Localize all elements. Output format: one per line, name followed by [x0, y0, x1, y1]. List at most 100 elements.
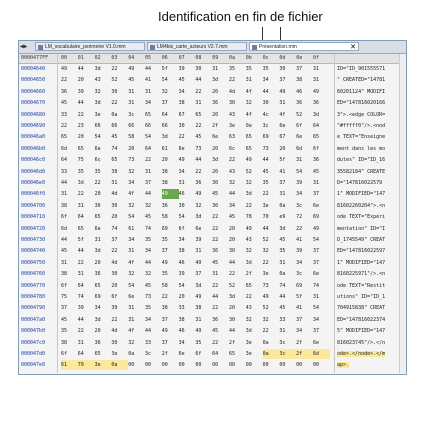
hex-byte[interactable]: 31 — [312, 180, 319, 186]
hex-byte[interactable]: 35 — [61, 328, 68, 335]
hex-byte[interactable]: 73 — [262, 282, 269, 289]
hex-byte[interactable]: 34 — [228, 202, 235, 209]
hex-byte[interactable]: 44 — [228, 259, 235, 266]
hex-byte[interactable]: 31 — [312, 77, 319, 84]
hex-byte[interactable]: 22 — [228, 77, 235, 84]
hex-byte[interactable]: 5f — [77, 237, 84, 243]
hex-byte[interactable]: 49 — [178, 157, 185, 164]
hex-byte[interactable]: 5f — [279, 157, 286, 164]
hex-byte[interactable]: 49 — [312, 88, 319, 95]
hex-byte[interactable]: 22 — [262, 328, 269, 335]
hex-byte[interactable]: 65 — [111, 157, 118, 164]
hex-byte[interactable]: 54 — [128, 282, 135, 289]
hex-byte[interactable]: 65 — [245, 134, 252, 141]
hex-byte[interactable]: 6e — [128, 294, 135, 300]
hex-byte[interactable]: 33 — [279, 316, 286, 323]
hex-byte[interactable]: 31 — [77, 339, 84, 346]
hex-byte[interactable]: 37 — [195, 271, 202, 278]
hex-byte[interactable]: 69 — [262, 134, 269, 141]
hex-byte[interactable]: 37 — [61, 305, 68, 312]
hex-byte[interactable]: 44 — [262, 88, 269, 95]
hex-byte[interactable]: 64 — [77, 214, 84, 221]
hex-byte[interactable]: 31 — [144, 168, 152, 175]
hex-byte[interactable]: 0a — [262, 339, 269, 346]
hex-byte[interactable]: 32 — [161, 88, 168, 95]
hex-byte[interactable]: 00 — [262, 362, 269, 369]
hex-byte[interactable]: 0a — [128, 351, 135, 357]
hex-byte[interactable]: 6d — [312, 349, 330, 359]
hex-byte[interactable]: 43 — [228, 168, 235, 175]
hex-byte[interactable]: 3d — [161, 134, 168, 141]
hex-byte[interactable]: 36 — [61, 88, 68, 95]
hex-byte[interactable]: 30 — [228, 100, 235, 107]
hex-byte[interactable]: 66 — [161, 123, 168, 129]
hex-byte[interactable]: 49 — [195, 294, 202, 300]
hex-byte[interactable]: 31 — [144, 88, 152, 95]
hex-byte[interactable]: 30 — [77, 305, 84, 312]
hex-byte[interactable]: 44 — [195, 77, 202, 84]
hex-byte[interactable]: 3d — [212, 77, 219, 84]
hex-byte[interactable]: 44 — [77, 66, 84, 72]
hex-byte[interactable]: 6f — [111, 294, 118, 300]
hex-byte[interactable]: 22 — [161, 294, 168, 300]
hex-byte[interactable]: 31 — [195, 100, 202, 107]
hex-byte[interactable]: 43 — [94, 77, 101, 84]
hex-byte[interactable]: 32 — [144, 202, 152, 209]
hex-byte[interactable]: 74 — [144, 225, 152, 232]
hex-byte[interactable]: 20 — [212, 168, 219, 175]
hex-byte[interactable]: 30 — [178, 123, 185, 129]
hex-byte[interactable]: 38 — [296, 77, 303, 84]
hex-byte[interactable]: 22 — [245, 202, 252, 209]
hex-byte[interactable]: 37 — [312, 259, 319, 266]
ascii-text[interactable]: 5" MODIFIED="147 — [337, 328, 386, 335]
hex-byte[interactable]: 54 — [312, 305, 319, 312]
hex-byte[interactable]: 4d — [111, 191, 118, 198]
hex-byte[interactable]: 31 — [77, 202, 84, 209]
hex-byte[interactable]: 65 — [144, 111, 152, 118]
hex-byte[interactable]: 73 — [128, 157, 135, 164]
hex-byte[interactable]: 45 — [111, 134, 118, 141]
ascii-text[interactable]: 1" MODIFIED="147 — [337, 259, 386, 266]
hex-byte[interactable]: 52 — [245, 168, 252, 175]
hex-byte[interactable]: 31 — [111, 180, 118, 186]
hex-byte[interactable]: 36 — [312, 100, 319, 107]
hex-byte[interactable]: 44 — [61, 237, 68, 243]
hex-byte[interactable]: 22 — [195, 123, 202, 129]
hex-byte[interactable]: 70 — [77, 360, 95, 371]
hex-byte[interactable]: 65 — [245, 145, 252, 152]
hex-byte[interactable]: 64 — [312, 123, 319, 129]
hex-byte[interactable]: 6e — [94, 225, 101, 232]
hex-byte[interactable]: 6f — [61, 351, 68, 357]
hex-byte[interactable]: 44 — [77, 248, 84, 255]
hex-byte[interactable]: 34 — [296, 328, 303, 335]
hex-byte[interactable]: 31 — [312, 294, 319, 300]
hex-byte[interactable]: 35 — [94, 168, 101, 175]
hex-byte[interactable]: 65 — [94, 351, 101, 357]
hex-byte[interactable]: 22 — [144, 157, 152, 164]
ascii-text[interactable]: e TEXT="Enseigne — [337, 134, 386, 141]
hex-byte[interactable]: 6e — [279, 123, 286, 129]
ascii-text[interactable]: utions" ID="ID_1 — [337, 294, 386, 300]
hex-byte[interactable]: 39 — [178, 66, 185, 72]
hex-byte[interactable]: 20 — [228, 225, 235, 232]
hex-byte[interactable]: 20 — [94, 191, 101, 198]
hex-byte[interactable]: 34 — [144, 248, 152, 255]
hex-byte[interactable]: 22 — [228, 157, 235, 164]
hex-byte[interactable]: 22 — [111, 66, 118, 72]
hex-byte[interactable]: 64 — [77, 351, 84, 357]
hex-byte[interactable]: 0a — [262, 349, 280, 359]
hex-byte[interactable]: 3d — [312, 111, 319, 118]
hex-byte[interactable]: 3e — [111, 351, 118, 357]
hex-byte[interactable]: 35 — [144, 305, 152, 312]
hex-byte[interactable]: 49 — [195, 328, 202, 335]
hex-byte[interactable]: 66 — [94, 123, 101, 129]
hex-byte[interactable]: 3d — [212, 157, 219, 164]
hex-byte[interactable]: 00 — [195, 362, 202, 369]
hex-byte[interactable]: 3d — [228, 294, 235, 300]
hex-byte[interactable]: 73 — [144, 294, 152, 300]
hex-byte[interactable]: 54 — [128, 214, 135, 221]
hex-byte[interactable]: 31 — [128, 88, 135, 95]
hex-byte[interactable]: 2f — [245, 271, 252, 278]
hex-byte[interactable]: 70 — [262, 214, 269, 221]
hex-byte[interactable]: 45 — [128, 77, 135, 84]
